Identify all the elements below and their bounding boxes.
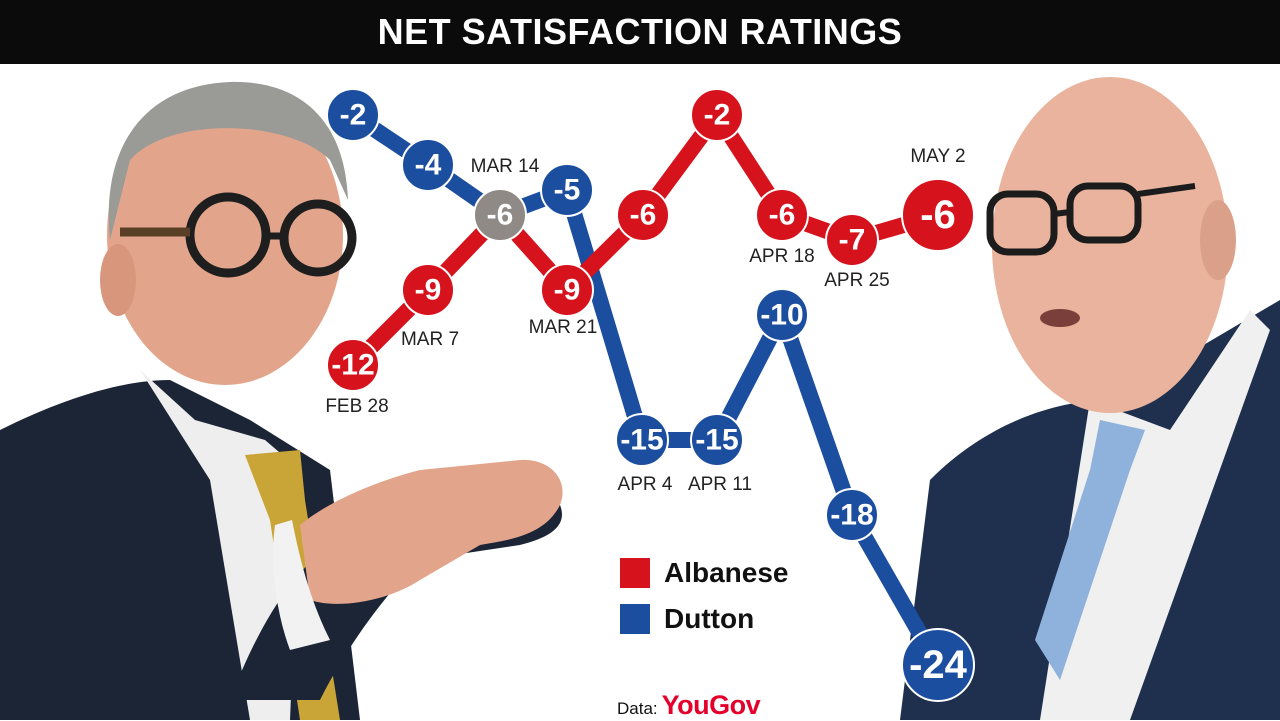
dutton-point-7: -10: [755, 288, 809, 342]
x-label-1: MAR 7: [401, 329, 459, 350]
albanese-point-4-label: -6: [630, 199, 657, 232]
albanese-point-9-label: -6: [920, 193, 956, 237]
albanese-point-3-label: -9: [554, 274, 581, 307]
tied-point-mar-14-label: -6: [487, 199, 514, 232]
albanese-point-1-label: -9: [415, 274, 442, 307]
legend-swatch-albanese: [620, 558, 650, 588]
legend: Albanese Dutton: [620, 550, 789, 642]
dutton-point-1: -4: [401, 138, 455, 192]
albanese-point-0-label: -12: [331, 349, 374, 382]
data-source: Data: YouGov: [617, 690, 761, 721]
albanese-point-4: -6: [616, 188, 670, 242]
dutton-point-5: -15: [615, 413, 669, 467]
legend-item-dutton: Dutton: [620, 596, 789, 642]
source-prefix: Data:: [617, 699, 658, 718]
dutton-point-0: -2: [326, 88, 380, 142]
albanese-point-0: -12: [326, 338, 380, 392]
albanese-peak-point-label: -2: [704, 99, 731, 132]
dutton-photo: [900, 77, 1280, 720]
albanese-point-8-label: -7: [839, 224, 866, 257]
x-label-3: MAR 21: [529, 317, 598, 338]
albanese-point-8: -7: [825, 213, 879, 267]
dutton-point-3: -5: [540, 163, 594, 217]
legend-label-albanese: Albanese: [664, 557, 789, 588]
x-label-9: MAY 2: [910, 146, 965, 167]
dutton-point-0-label: -2: [340, 99, 367, 132]
dutton-point-9-label: -24: [909, 643, 968, 687]
dutton-point-7-label: -10: [760, 299, 803, 332]
legend-label-dutton: Dutton: [664, 603, 755, 634]
legend-item-albanese: Albanese: [620, 550, 789, 596]
yougov-logo: YouGov: [661, 690, 761, 720]
dutton-point-3-label: -5: [554, 174, 581, 207]
dutton-point-9: -24: [901, 628, 975, 702]
albanese-point-1: -9: [401, 263, 455, 317]
dutton-point-8-label: -18: [830, 499, 873, 532]
albanese-photo: [0, 81, 563, 720]
albanese-point-7-label: -6: [769, 199, 796, 232]
dutton-point-6: -15: [690, 413, 744, 467]
albanese-point-3: -9: [540, 263, 594, 317]
tied-point-mar-14: -6: [473, 188, 527, 242]
x-label-6: APR 11: [688, 474, 752, 495]
dutton-point-5-label: -15: [620, 424, 663, 457]
page-title: NET SATISFACTION RATINGS: [0, 0, 1280, 64]
albanese-point-7: -6: [755, 188, 809, 242]
albanese-point-9: -6: [901, 178, 975, 252]
x-label-7: APR 18: [749, 246, 814, 267]
x-label-2: MAR 14: [471, 156, 540, 177]
legend-swatch-dutton: [620, 604, 650, 634]
dutton-point-6-label: -15: [695, 424, 738, 457]
x-label-8: APR 25: [824, 270, 889, 291]
x-label-0: FEB 28: [325, 396, 388, 417]
x-label-5: APR 4: [618, 474, 673, 495]
dutton-point-1-label: -4: [415, 149, 442, 182]
albanese-peak-point: -2: [690, 88, 744, 142]
dutton-point-8: -18: [825, 488, 879, 542]
